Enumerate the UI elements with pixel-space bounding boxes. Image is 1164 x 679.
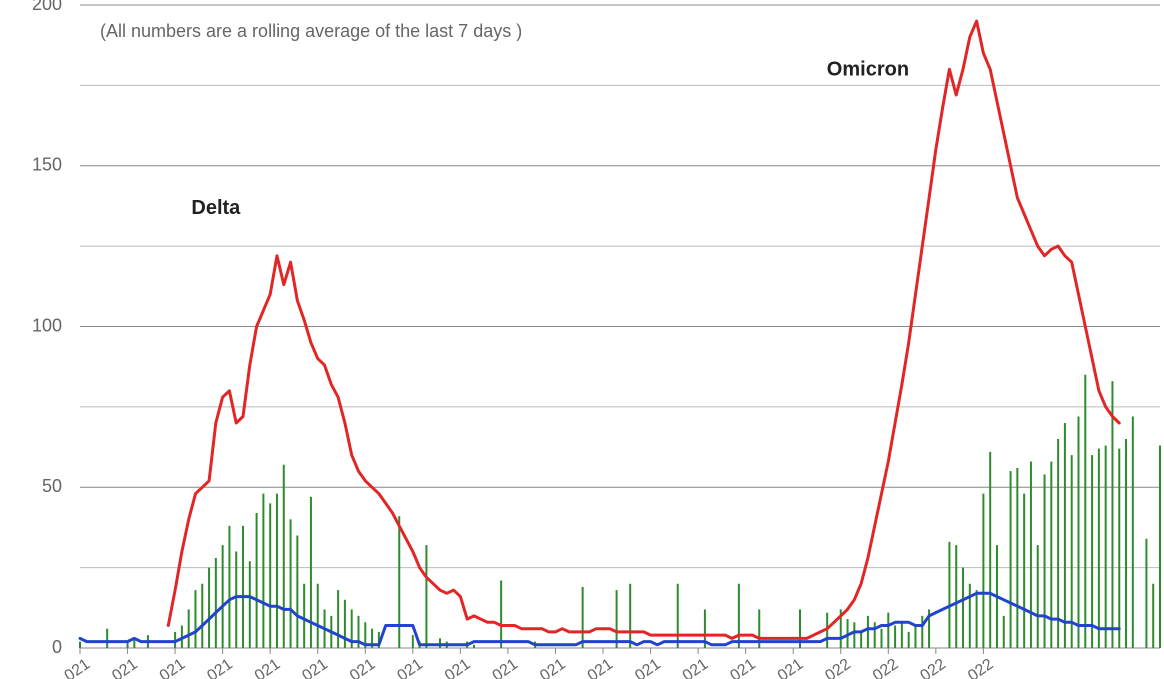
y-tick-label: 150 [32,155,62,175]
annotation-delta: Delta [191,197,241,219]
chart-svg: 0 50 100 150 200 (All numbers are a rolling a… [0,0,1164,679]
covid-variant-chart: 0 50 100 150 200 (All numbers are a rolling a… [0,0,1164,679]
y-tick-label: 100 [32,315,62,335]
annotation-omicron: Omicron [827,59,909,81]
y-tick-label: 200 [32,0,62,14]
chart-subtitle: (All numbers are a rolling average of th… [100,21,522,41]
y-tick-label: 0 [52,637,62,657]
y-tick-label: 50 [42,476,62,496]
